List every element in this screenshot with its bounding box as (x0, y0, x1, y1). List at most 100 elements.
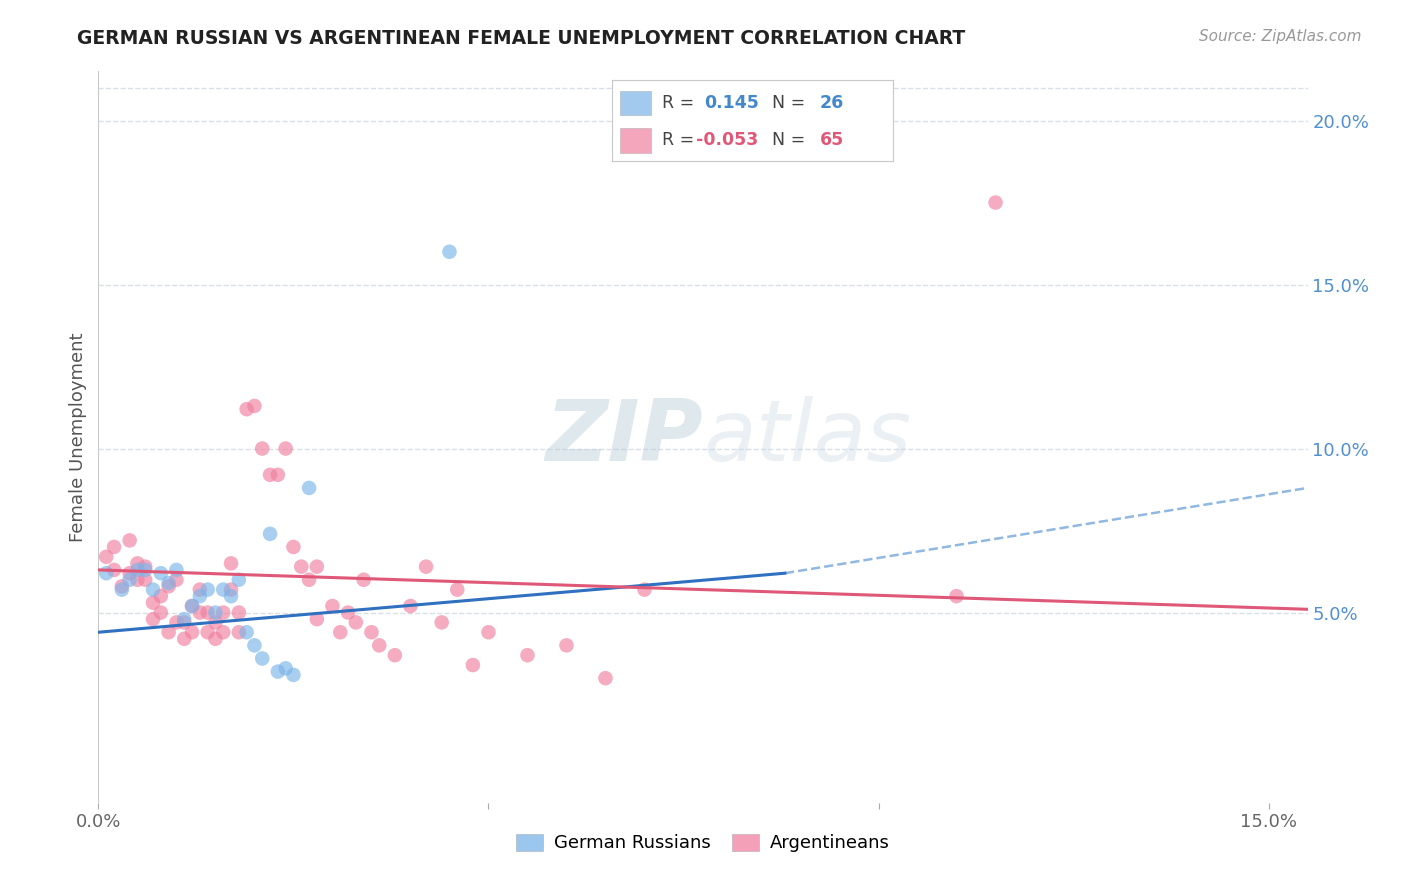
Point (430, 615, 453, 630)
Point (165, 615, 187, 630)
Point (360, 625, 382, 640)
Point (305, 559, 328, 574)
Point (173, 632, 195, 646)
Point (149, 566, 172, 581)
Point (127, 573, 149, 587)
Point (173, 615, 195, 630)
Point (197, 582, 219, 597)
Point (188, 606, 211, 620)
Point (127, 557, 149, 571)
Text: N =: N = (772, 131, 806, 149)
Point (283, 668, 305, 682)
Point (96, 566, 118, 581)
Point (290, 559, 312, 574)
Text: -0.053: -0.053 (696, 131, 758, 149)
Point (96, 549, 118, 564)
Point (274, 661, 297, 675)
Text: GERMAN RUSSIAN VS ARGENTINEAN FEMALE UNEMPLOYMENT CORRELATION CHART: GERMAN RUSSIAN VS ARGENTINEAN FEMALE UNE… (77, 29, 966, 47)
Point (283, 540, 305, 554)
Point (633, 582, 655, 597)
Point (219, 582, 242, 597)
Point (111, 579, 134, 593)
Point (197, 606, 219, 620)
Point (181, 625, 204, 640)
Point (212, 625, 235, 640)
Point (134, 563, 156, 577)
Point (204, 615, 226, 630)
Point (439, 244, 461, 259)
Point (384, 648, 406, 663)
Point (228, 625, 250, 640)
Point (252, 651, 274, 665)
Point (298, 481, 321, 495)
Text: N =: N = (772, 94, 806, 112)
Point (157, 576, 180, 591)
FancyBboxPatch shape (620, 91, 651, 115)
Point (321, 599, 343, 613)
Point (228, 573, 250, 587)
Point (399, 599, 422, 613)
Point (945, 589, 967, 603)
Point (103, 563, 125, 577)
Point (204, 606, 226, 620)
Point (235, 625, 257, 640)
Text: atlas: atlas (703, 395, 911, 479)
Point (165, 573, 187, 587)
FancyBboxPatch shape (620, 128, 651, 153)
Point (181, 599, 204, 613)
Text: Source: ZipAtlas.com: Source: ZipAtlas.com (1198, 29, 1361, 44)
Y-axis label: Female Unemployment: Female Unemployment (69, 333, 87, 541)
Point (353, 573, 375, 587)
Point (259, 467, 281, 482)
Point (984, 195, 1007, 210)
Point (298, 573, 321, 587)
Text: ZIP: ZIP (546, 395, 703, 479)
Point (555, 638, 578, 652)
Point (188, 589, 211, 603)
Point (337, 606, 360, 620)
Point (134, 573, 156, 587)
Point (127, 563, 149, 577)
Point (212, 582, 235, 597)
Text: R =: R = (662, 131, 695, 149)
Point (157, 625, 180, 640)
Point (181, 599, 204, 613)
Text: 0.145: 0.145 (704, 94, 759, 112)
Point (142, 612, 165, 626)
Text: 65: 65 (820, 131, 844, 149)
Point (212, 606, 235, 620)
Point (197, 625, 219, 640)
Point (149, 589, 172, 603)
Point (461, 658, 484, 673)
Point (252, 442, 274, 456)
Point (368, 638, 391, 652)
Point (134, 559, 156, 574)
Point (204, 632, 226, 646)
Point (157, 579, 180, 593)
Text: R =: R = (662, 94, 695, 112)
Point (118, 533, 141, 548)
Point (219, 589, 242, 603)
Point (259, 526, 281, 541)
Point (149, 606, 172, 620)
Point (329, 625, 352, 640)
Point (188, 582, 211, 597)
Point (228, 606, 250, 620)
Point (477, 625, 499, 640)
Point (142, 596, 165, 610)
Point (344, 615, 367, 630)
Point (516, 648, 538, 663)
Point (243, 638, 266, 652)
Point (118, 573, 141, 587)
Point (595, 671, 617, 685)
Point (235, 402, 257, 417)
Point (165, 563, 187, 577)
Point (243, 399, 266, 413)
Point (173, 612, 195, 626)
Point (219, 557, 242, 571)
Point (415, 559, 437, 574)
Point (111, 582, 134, 597)
Point (118, 566, 141, 581)
Point (142, 582, 165, 597)
Point (446, 582, 468, 597)
